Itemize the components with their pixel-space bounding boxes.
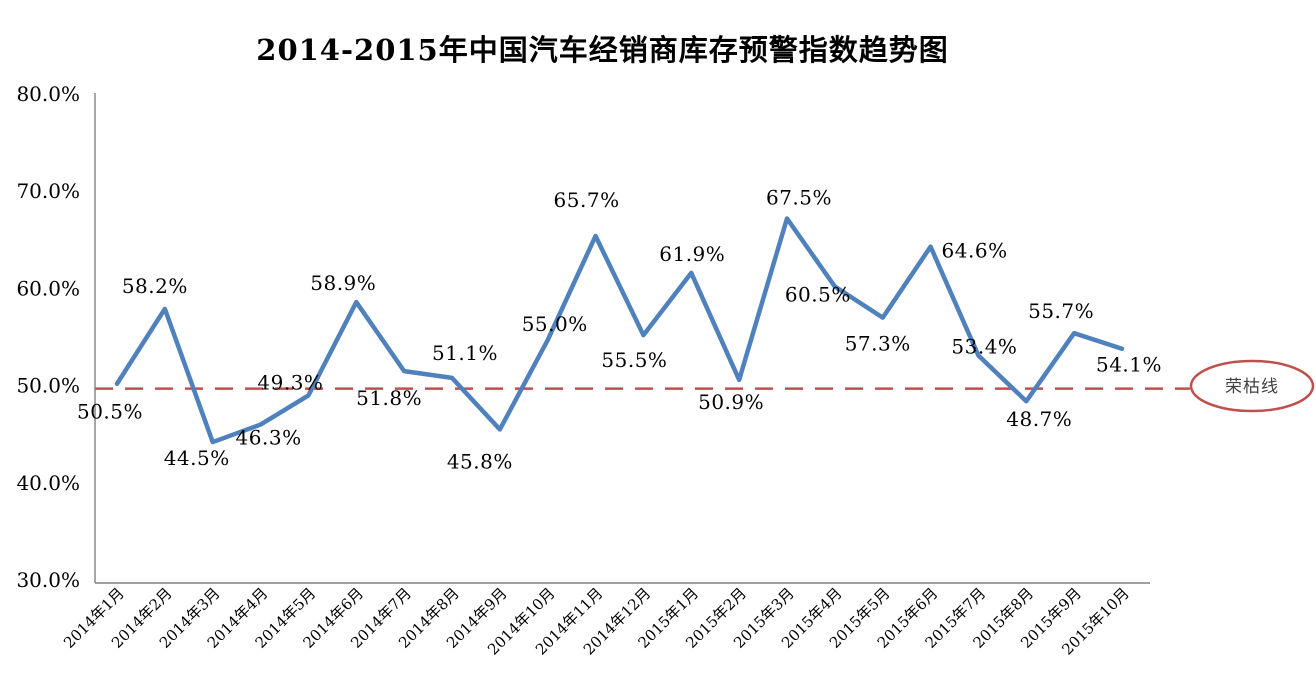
- data-point-label: 51.8%: [356, 386, 422, 410]
- data-point-label: 46.3%: [236, 426, 302, 450]
- chart-title: 2014-2015年中国汽车经销商库存预警指数趋势图: [256, 33, 949, 67]
- data-point-label: 54.1%: [1096, 353, 1162, 377]
- data-point-label: 50.5%: [77, 400, 143, 424]
- y-axis-tick-label: 70.0%: [16, 179, 80, 203]
- reference-line-callout-ellipse: [1189, 359, 1315, 413]
- data-point-label: 61.9%: [659, 242, 725, 266]
- data-point-label: 44.5%: [164, 446, 230, 470]
- data-point-label: 50.9%: [698, 390, 764, 414]
- data-line: [114, 216, 1125, 445]
- data-point-label: 55.0%: [522, 312, 588, 336]
- data-point-label: 58.9%: [310, 271, 376, 295]
- data-point-label: 55.7%: [1028, 299, 1094, 323]
- data-point-label: 67.5%: [766, 186, 832, 210]
- data-point-label: 60.5%: [785, 283, 851, 307]
- y-axis-tick-label: 80.0%: [16, 82, 80, 106]
- y-axis-tick-label: 30.0%: [16, 568, 80, 592]
- data-point-label: 65.7%: [554, 188, 620, 212]
- y-axis-tick-label: 60.0%: [16, 276, 80, 300]
- reference-line-label: 荣枯线: [1225, 377, 1279, 397]
- data-point-label: 55.5%: [601, 348, 667, 372]
- data-point-label: 49.3%: [257, 370, 323, 394]
- y-axis-tick-label: 40.0%: [16, 471, 80, 495]
- data-point-label: 57.3%: [845, 332, 911, 356]
- y-axis-tick-label: 50.0%: [16, 374, 80, 398]
- data-point-label: 64.6%: [942, 239, 1008, 263]
- data-point-label: 53.4%: [951, 335, 1017, 359]
- data-point-label: 51.1%: [432, 341, 498, 365]
- data-point-label: 48.7%: [1006, 407, 1072, 431]
- data-point-label: 58.2%: [122, 274, 188, 298]
- data-point-label: 45.8%: [447, 449, 513, 473]
